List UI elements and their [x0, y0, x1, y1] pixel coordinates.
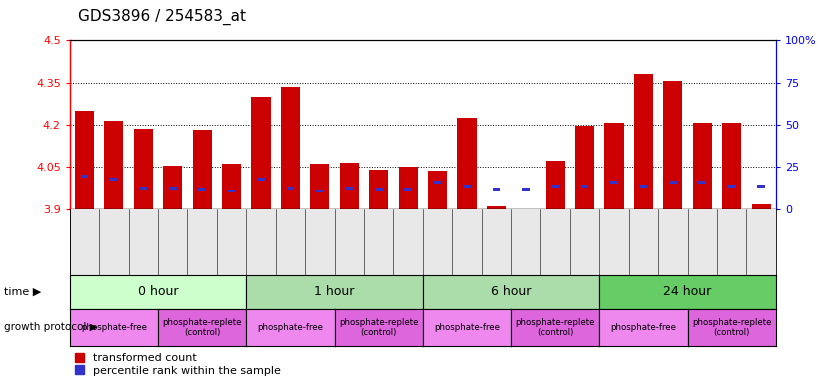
Bar	[110, 178, 117, 181]
Bar	[346, 187, 353, 190]
Bar	[398, 167, 418, 209]
Bar	[104, 121, 123, 209]
Text: 6 hour: 6 hour	[491, 285, 531, 298]
Bar	[463, 185, 470, 188]
Text: phosphate-free: phosphate-free	[434, 323, 500, 332]
Bar	[610, 181, 618, 184]
Bar	[640, 185, 647, 188]
Text: phosphate-free: phosphate-free	[81, 323, 147, 332]
Bar	[193, 131, 212, 209]
Bar	[493, 188, 500, 191]
Text: phosphate-replete
(control): phosphate-replete (control)	[692, 318, 772, 337]
Bar	[80, 175, 89, 178]
Bar	[722, 123, 741, 209]
Bar	[575, 126, 594, 209]
Bar	[310, 164, 329, 209]
Bar	[340, 163, 359, 209]
Bar	[522, 188, 530, 191]
Bar	[428, 171, 447, 209]
Bar	[663, 81, 682, 209]
Bar	[487, 207, 506, 209]
Bar	[669, 181, 677, 184]
Bar	[728, 185, 736, 188]
Text: 1 hour: 1 hour	[314, 285, 355, 298]
Bar	[751, 204, 771, 209]
Text: GDS3896 / 254583_at: GDS3896 / 254583_at	[78, 9, 246, 25]
Text: phosphate-free: phosphate-free	[258, 323, 323, 332]
Bar	[222, 164, 241, 209]
Text: phosphate-free: phosphate-free	[611, 323, 677, 332]
Bar	[375, 188, 383, 191]
Text: phosphate-replete
(control): phosphate-replete (control)	[516, 318, 595, 337]
Text: 0 hour: 0 hour	[138, 285, 178, 298]
Bar	[169, 187, 177, 190]
Text: phosphate-replete
(control): phosphate-replete (control)	[163, 318, 242, 337]
Bar	[199, 188, 206, 191]
Bar	[580, 185, 589, 188]
Text: 24 hour: 24 hour	[663, 285, 712, 298]
Bar	[693, 123, 712, 209]
Bar	[604, 123, 624, 209]
Bar	[251, 97, 271, 209]
Bar	[552, 185, 559, 188]
Bar	[316, 190, 323, 192]
Bar	[757, 185, 765, 188]
Bar	[163, 167, 182, 209]
Bar	[433, 181, 442, 184]
Bar	[257, 178, 265, 181]
Bar	[281, 87, 300, 209]
Bar	[227, 190, 236, 192]
Bar	[140, 187, 147, 190]
Bar	[134, 129, 153, 209]
Bar	[75, 111, 94, 209]
Bar	[457, 118, 476, 209]
Bar	[369, 170, 388, 209]
Bar	[634, 74, 653, 209]
Text: growth protocol ▶: growth protocol ▶	[4, 322, 98, 333]
Text: phosphate-replete
(control): phosphate-replete (control)	[339, 318, 419, 337]
Bar	[546, 161, 565, 209]
Bar	[404, 188, 412, 191]
Legend: transformed count, percentile rank within the sample: transformed count, percentile rank withi…	[76, 353, 281, 376]
Text: time ▶: time ▶	[4, 287, 41, 297]
Bar	[699, 181, 706, 184]
Bar	[287, 187, 294, 190]
